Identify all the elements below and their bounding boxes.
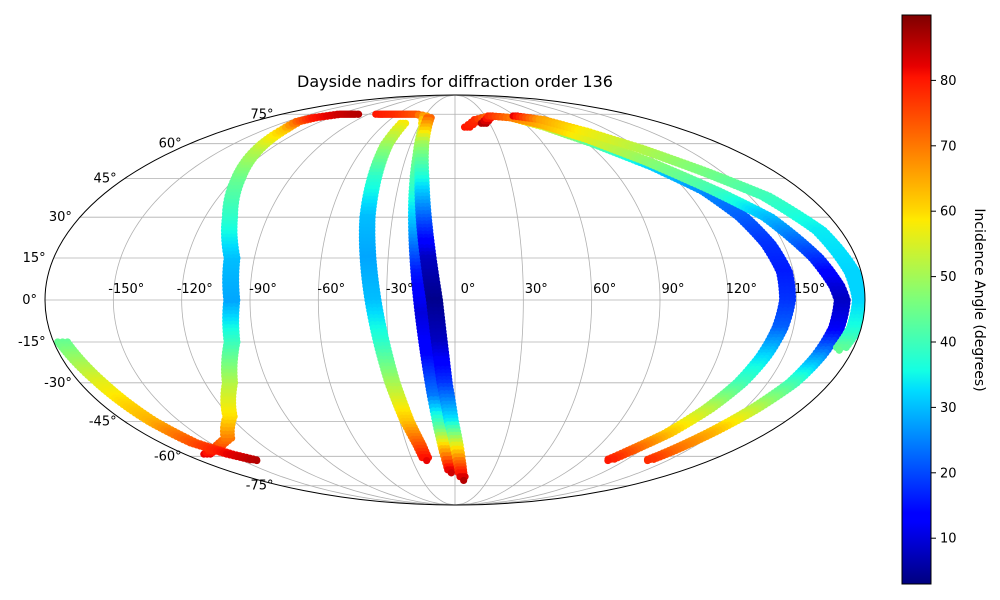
longitude-tick-label: -90° [249,282,277,297]
latitude-tick-label: 75° [250,107,273,122]
longitude-tick-label: 0° [461,282,476,297]
scatter-points [54,110,865,485]
latitude-tick-labels: -75° -60° -45° -30° -15° 0° 15° 30° 45° 60° 75° [18,107,274,493]
data-point [610,455,618,463]
latitude-tick-label: -30° [44,376,72,391]
data-point [835,346,843,354]
longitude-tick-label: 150° [794,282,825,297]
data-point [650,455,658,463]
data-point [460,476,468,485]
colorbar-label: Incidence Angle (degrees) [971,208,987,391]
data-point [447,469,455,477]
data-point [643,456,652,465]
longitude-tick-label: -150° [108,282,144,297]
latitude-tick-label: -15° [18,335,46,350]
longitude-tick-label: -120° [177,282,213,297]
latitude-tick-label: 60° [159,137,182,152]
colorbar-gradient [901,14,932,585]
latitude-tick-label: 0° [22,293,37,308]
colorbar-tick-label: 30 [940,401,957,416]
longitude-tick-label: 90° [661,282,684,297]
colorbar-tick-label: 80 [940,74,957,89]
data-point [604,456,612,465]
colorbar-tick-label: 20 [940,466,957,481]
longitude-tick-label: -60° [317,282,345,297]
colorbar: 10 20 30 40 50 60 70 80 Incidence Angle (degree… [901,14,987,585]
colorbar-tick-label: 70 [940,139,957,154]
latitude-tick-label: -45° [89,414,117,429]
colorbar-tick-label: 50 [940,270,957,285]
latitude-tick-label: 45° [94,172,117,187]
colorbar-tick-label: 60 [940,205,957,220]
colorbar-ticks: 10 20 30 40 50 60 70 80 [931,74,957,547]
colorbar-tick-label: 10 [940,532,957,547]
latitude-tick-label: -60° [154,449,182,464]
data-point [253,456,261,465]
longitude-tick-labels: -150° -120° -90° -60° -30° 0° 30° 60° 90° 120° 150… [108,282,825,297]
data-point [423,456,431,465]
data-point [355,110,363,118]
longitude-tick-label: 60° [593,282,616,297]
longitude-tick-label: -30° [386,282,414,297]
data-point [842,343,850,352]
chart-title: Dayside nadirs for diffraction order 136 [297,72,613,91]
latitude-tick-label: 15° [23,251,46,266]
longitude-tick-label: 120° [726,282,757,297]
latitude-tick-label: 30° [49,210,72,225]
colorbar-tick-label: 40 [940,336,957,351]
map-boundary [44,94,866,506]
longitude-tick-label: 30° [525,282,548,297]
latitude-tick-label: -75° [246,479,274,494]
